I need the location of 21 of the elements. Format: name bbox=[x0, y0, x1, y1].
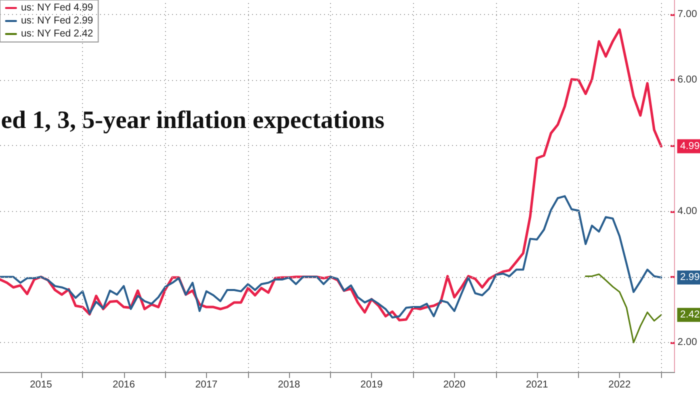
x-tick-label: 2021 bbox=[526, 380, 549, 390]
x-tick-label: 2019 bbox=[360, 380, 384, 390]
line-series bbox=[0, 195, 662, 319]
data-label: 2.99 bbox=[680, 272, 700, 284]
x-tick-label: 2020 bbox=[443, 380, 466, 390]
y-tick-label: 7.00 bbox=[678, 8, 698, 20]
text: ed 1, 3, 5-year inflation expectations bbox=[1, 107, 385, 134]
y-tick-label: 4.00 bbox=[678, 206, 698, 217]
x-tick-label: 2016 bbox=[112, 380, 136, 390]
legend-label: us: NY Fed 2.42 bbox=[21, 28, 94, 40]
line-series bbox=[584, 273, 662, 344]
y-tick-label: 6.00 bbox=[678, 74, 698, 86]
legend-label: us: NY Fed 4.99 bbox=[21, 2, 94, 14]
y-tick-label: 2.00 bbox=[678, 336, 698, 348]
data-label: 2.42 bbox=[680, 309, 700, 320]
data-label: 4.99 bbox=[680, 140, 700, 152]
x-tick-label: 2022 bbox=[608, 380, 632, 390]
x-tick-label: 2015 bbox=[30, 380, 53, 390]
legend-label: us: NY Fed 2.99 bbox=[21, 16, 94, 26]
x-tick-label: 2017 bbox=[195, 380, 218, 390]
x-tick-label: 2018 bbox=[278, 380, 301, 390]
